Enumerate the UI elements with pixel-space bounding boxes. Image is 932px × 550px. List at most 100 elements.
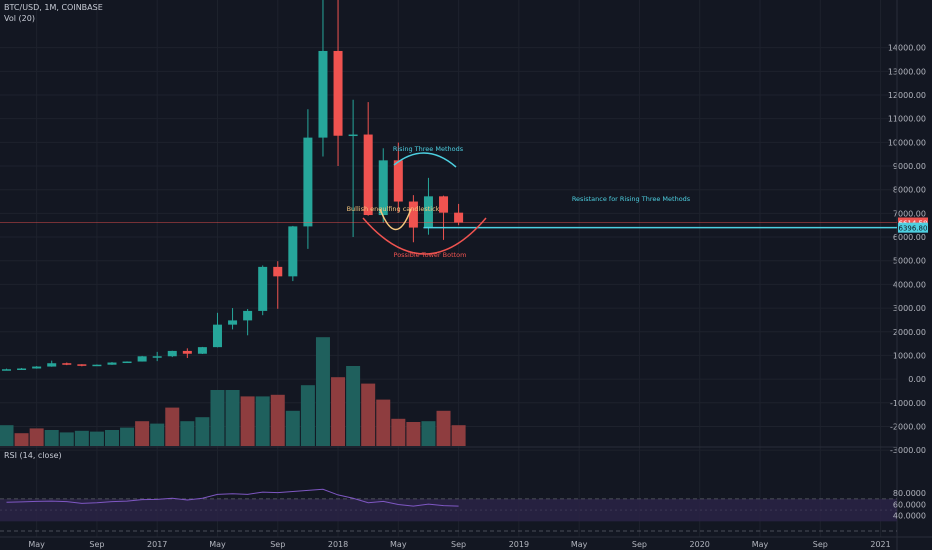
candle-body — [122, 361, 132, 364]
resistance-price-label: 6396.80 — [899, 225, 928, 233]
y-tick-label: 8000.00 — [893, 186, 926, 195]
y-tick-label: 12000.00 — [888, 91, 926, 100]
candle-body — [17, 368, 27, 370]
volume-bar — [391, 418, 406, 446]
rsi-band — [0, 498, 897, 522]
volume-bar — [436, 410, 451, 446]
volume-bar — [89, 431, 104, 446]
annotation-resistance: Resistance for Rising Three Methods — [572, 195, 691, 203]
candle-body — [258, 266, 268, 311]
candle-body — [197, 347, 207, 354]
candle-body — [408, 201, 418, 228]
candle-body — [288, 226, 298, 277]
x-tick-label: 2021 — [870, 540, 890, 549]
volume-bar — [331, 377, 346, 446]
candle-body — [152, 356, 162, 358]
candle-body — [77, 364, 87, 366]
volume-bar — [195, 417, 210, 446]
rsi-y-tick-label: 60.0000 — [893, 500, 926, 509]
rsi-line — [6, 488, 459, 507]
volume-bar — [451, 425, 466, 446]
candle-body — [47, 363, 57, 367]
volume-bar — [104, 430, 119, 446]
y-tick-label: -2000.00 — [890, 422, 926, 431]
y-tick-label: 9000.00 — [893, 162, 926, 171]
candle-body — [107, 362, 117, 365]
y-tick-label: 7000.00 — [893, 209, 926, 218]
candle-body — [92, 364, 102, 367]
y-tick-label: 5000.00 — [893, 257, 926, 266]
resistance-price-tag — [898, 222, 928, 233]
volume-bar — [421, 421, 436, 446]
rising-three-methods-arc — [393, 152, 457, 168]
candle-body — [2, 369, 11, 371]
candle-body — [454, 212, 464, 223]
y-tick-label: 1000.00 — [893, 351, 926, 360]
volume-bar — [150, 423, 165, 446]
y-tick-label: -1000.00 — [890, 399, 926, 408]
volume-bar — [120, 427, 135, 446]
x-axis-labels: May Sep 2017 May Sep 2018 May Sep 2019 May Sep 2020… — [28, 540, 890, 549]
y-tick-label: 2000.00 — [893, 328, 926, 337]
rsi-y-tick-label: 40.0000 — [893, 512, 926, 521]
x-tick-label: 2017 — [147, 540, 167, 549]
y-tick-label: 11000.00 — [888, 115, 926, 124]
candle-body — [273, 266, 283, 277]
price-grid: 14000.00 13000.00 12000.00 11000.00 10000.00… — [0, 44, 926, 455]
volume-bar — [44, 430, 59, 446]
volume-bar — [376, 399, 391, 446]
y-tick-label: 10000.00 — [888, 138, 926, 147]
x-tick-label: May — [390, 540, 407, 549]
bullish-engulfing-arc — [379, 208, 412, 230]
candle-body — [378, 160, 388, 216]
volume-bar — [315, 337, 330, 446]
symbol-legend: BTC/USD, 1M, COINBASE — [4, 3, 103, 12]
candle-body — [243, 310, 253, 321]
volume-bar — [225, 390, 240, 446]
y-tick-label: 4000.00 — [893, 280, 926, 289]
rsi-legend: RSI (14, close) — [4, 451, 62, 460]
tower-bottom-arc — [362, 217, 487, 255]
candle-body — [62, 363, 72, 365]
y-tick-label: 6000.00 — [893, 233, 926, 242]
candle-body — [212, 324, 222, 348]
volume-bar — [135, 421, 150, 446]
volume-bar — [406, 422, 421, 446]
volume-bars — [0, 337, 466, 446]
volume-bar — [255, 396, 270, 446]
x-tick-label: 2020 — [690, 540, 710, 549]
y-tick-label: 13000.00 — [888, 67, 926, 76]
candle-body — [182, 350, 192, 354]
y-tick-label: 0.00 — [908, 375, 926, 384]
candle-body — [318, 50, 328, 138]
candle-body — [393, 160, 403, 202]
volume-bar — [361, 383, 376, 446]
volume-bar — [74, 430, 89, 446]
annotation-bullish-engulfing: Bullish engulfing candlestick — [347, 205, 440, 213]
volume-bar — [346, 366, 361, 446]
volume-bar — [29, 428, 44, 446]
y-tick-label: -3000.00 — [890, 446, 926, 455]
x-tick-label: May — [28, 540, 45, 549]
x-tick-label: Sep — [270, 540, 285, 549]
candle-body — [32, 366, 42, 369]
x-tick-label: May — [209, 540, 226, 549]
volume-bar — [300, 385, 315, 446]
candle-body — [363, 134, 373, 216]
volume-bar — [14, 433, 29, 446]
x-tick-label: May — [752, 540, 769, 549]
candle-body — [303, 137, 313, 227]
x-tick-label: May — [571, 540, 588, 549]
candles — [2, 0, 464, 371]
candle-body — [423, 196, 433, 228]
x-tick-label: Sep — [451, 540, 466, 549]
volume-bar — [0, 425, 14, 446]
volume-legend: Vol (20) — [4, 14, 35, 23]
candle-body — [439, 196, 449, 213]
volume-bar — [180, 421, 195, 446]
current-price-tag — [898, 217, 928, 228]
volume-bar — [270, 394, 285, 446]
x-tick-label: Sep — [813, 540, 828, 549]
